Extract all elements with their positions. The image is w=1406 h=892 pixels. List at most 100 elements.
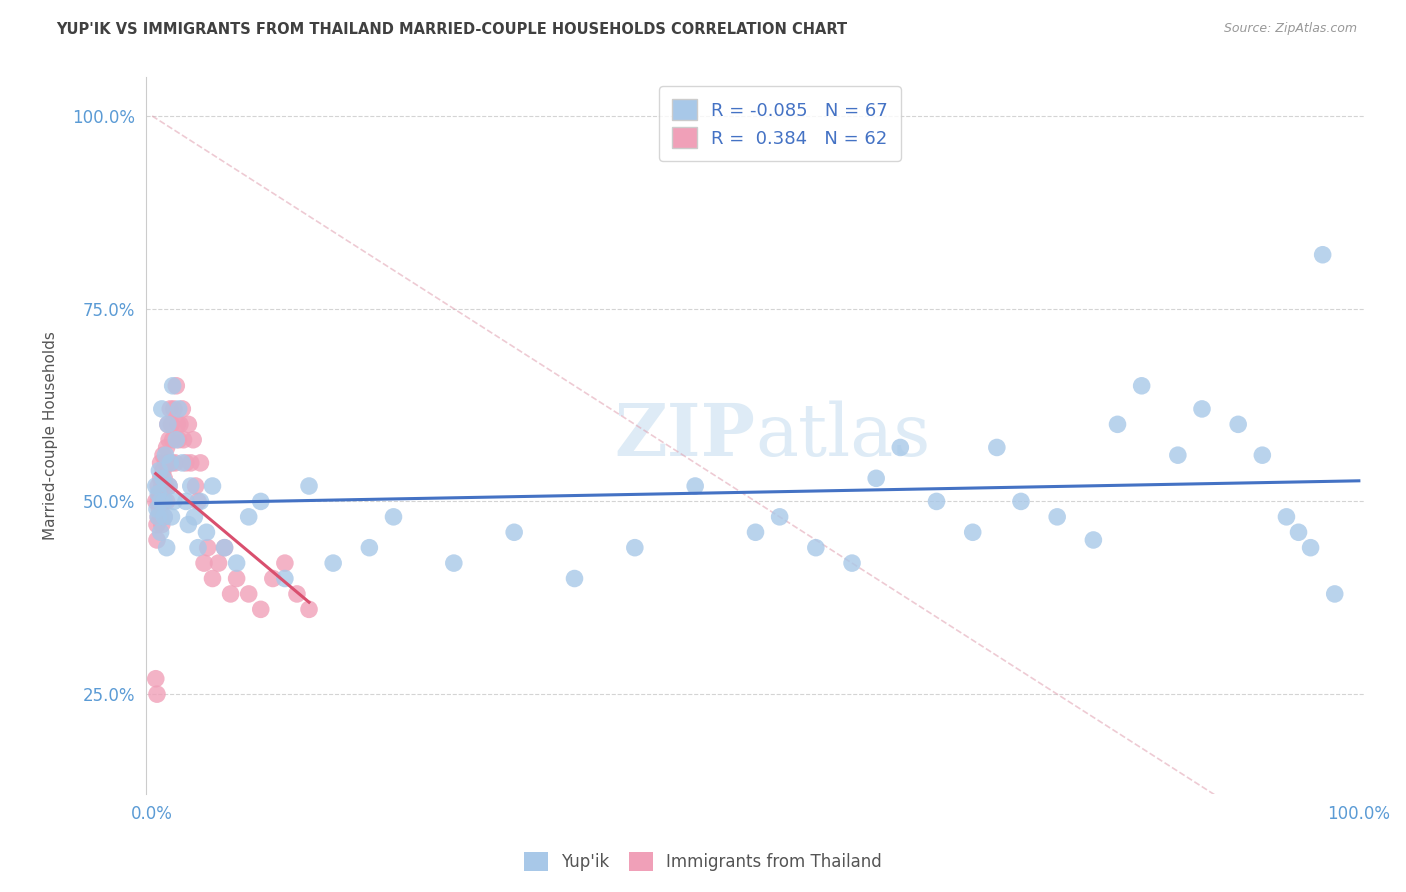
Point bbox=[1010, 494, 1032, 508]
Point bbox=[149, 494, 172, 508]
Point bbox=[195, 525, 218, 540]
Point bbox=[1299, 541, 1322, 555]
Point bbox=[156, 541, 179, 555]
Point bbox=[1083, 533, 1105, 547]
Point bbox=[160, 456, 183, 470]
Point bbox=[298, 602, 321, 616]
Point bbox=[986, 441, 1008, 455]
Point bbox=[156, 417, 179, 432]
Point bbox=[249, 602, 271, 616]
Point bbox=[145, 494, 167, 508]
Point bbox=[146, 517, 169, 532]
Point bbox=[889, 441, 911, 455]
Point bbox=[769, 509, 792, 524]
Point bbox=[1046, 509, 1069, 524]
Point bbox=[148, 509, 170, 524]
Point bbox=[187, 494, 209, 508]
Point bbox=[160, 509, 183, 524]
Point bbox=[841, 556, 863, 570]
Point bbox=[1323, 587, 1346, 601]
Point bbox=[148, 479, 170, 493]
Point bbox=[145, 672, 167, 686]
Point bbox=[183, 509, 205, 524]
Point bbox=[169, 417, 191, 432]
Point bbox=[180, 456, 202, 470]
Point bbox=[153, 509, 176, 524]
Point bbox=[156, 441, 179, 455]
Point bbox=[165, 456, 187, 470]
Point bbox=[197, 541, 219, 555]
Point bbox=[624, 541, 647, 555]
Point bbox=[804, 541, 827, 555]
Point bbox=[153, 494, 176, 508]
Point bbox=[153, 471, 176, 485]
Point bbox=[744, 525, 766, 540]
Point bbox=[162, 379, 184, 393]
Point bbox=[274, 556, 297, 570]
Point bbox=[219, 587, 242, 601]
Point bbox=[443, 556, 465, 570]
Point bbox=[1288, 525, 1310, 540]
Point bbox=[503, 525, 526, 540]
Point bbox=[152, 464, 174, 478]
Point bbox=[152, 448, 174, 462]
Point bbox=[865, 471, 887, 485]
Point bbox=[150, 494, 173, 508]
Point bbox=[322, 556, 344, 570]
Text: ZIP: ZIP bbox=[614, 401, 755, 471]
Point bbox=[1191, 401, 1213, 416]
Point bbox=[564, 572, 586, 586]
Point bbox=[174, 456, 197, 470]
Point bbox=[157, 479, 180, 493]
Point bbox=[172, 401, 194, 416]
Point bbox=[145, 479, 167, 493]
Point bbox=[359, 541, 381, 555]
Point bbox=[153, 509, 176, 524]
Point bbox=[149, 471, 172, 485]
Point bbox=[155, 456, 177, 470]
Point bbox=[187, 541, 209, 555]
Point bbox=[153, 494, 176, 508]
Point bbox=[1312, 248, 1334, 262]
Point bbox=[167, 401, 190, 416]
Point bbox=[181, 433, 204, 447]
Point bbox=[149, 525, 172, 540]
Point bbox=[146, 533, 169, 547]
Point bbox=[155, 479, 177, 493]
Point bbox=[190, 494, 212, 508]
Point bbox=[150, 401, 173, 416]
Legend: Yup'ik, Immigrants from Thailand: Yup'ik, Immigrants from Thailand bbox=[516, 843, 890, 880]
Point bbox=[163, 401, 186, 416]
Point bbox=[1227, 417, 1250, 432]
Point bbox=[184, 479, 207, 493]
Legend: R = -0.085   N = 67, R =  0.384   N = 62: R = -0.085 N = 67, R = 0.384 N = 62 bbox=[659, 87, 901, 161]
Point bbox=[155, 448, 177, 462]
Point bbox=[172, 456, 194, 470]
Point bbox=[148, 486, 170, 500]
Point bbox=[1130, 379, 1153, 393]
Point bbox=[149, 509, 172, 524]
Point bbox=[157, 433, 180, 447]
Point bbox=[177, 517, 200, 532]
Point bbox=[174, 494, 197, 508]
Point bbox=[152, 471, 174, 485]
Point bbox=[925, 494, 948, 508]
Text: Source: ZipAtlas.com: Source: ZipAtlas.com bbox=[1223, 22, 1357, 36]
Point bbox=[1275, 509, 1298, 524]
Text: YUP'IK VS IMMIGRANTS FROM THAILAND MARRIED-COUPLE HOUSEHOLDS CORRELATION CHART: YUP'IK VS IMMIGRANTS FROM THAILAND MARRI… bbox=[56, 22, 848, 37]
Point bbox=[160, 417, 183, 432]
Point bbox=[146, 502, 169, 516]
Point bbox=[225, 572, 247, 586]
Point bbox=[201, 479, 224, 493]
Point bbox=[157, 479, 180, 493]
Point bbox=[193, 556, 215, 570]
Point bbox=[238, 509, 260, 524]
Point bbox=[165, 433, 187, 447]
Point bbox=[238, 587, 260, 601]
Point bbox=[162, 433, 184, 447]
Point bbox=[962, 525, 984, 540]
Point bbox=[163, 494, 186, 508]
Point bbox=[156, 456, 179, 470]
Point bbox=[262, 572, 284, 586]
Y-axis label: Married-couple Households: Married-couple Households bbox=[44, 332, 58, 541]
